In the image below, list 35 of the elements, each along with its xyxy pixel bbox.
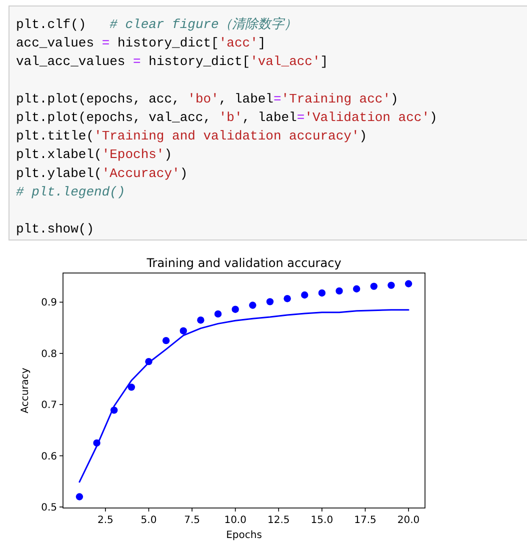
y-axis-title: Accuracy <box>20 368 31 414</box>
point <box>318 289 326 297</box>
point <box>404 280 412 288</box>
y-tick-label: 0.8 <box>41 348 57 360</box>
point <box>197 316 204 324</box>
x-tick-label: 12.5 <box>268 515 290 526</box>
code-cell: plt.clf() # clear figure（清除数字） acc_values = history_dict['acc'] val_acc_values = history_dict['val_acc'] plt.plot(epochs, acc, 'bo', label='Training acc') plt.plot(epochs, val_acc, 'b', label='Validation acc') plt.title('Training and validation accuracy') plt.xlabel('Epochs') plt.ylabel('Accuracy') # plt.legend() plt.show() <box>8 6 527 240</box>
point <box>249 302 256 309</box>
point <box>284 295 291 302</box>
y-tick-label: 0.6 <box>41 451 57 462</box>
point <box>370 282 378 290</box>
point <box>266 298 274 306</box>
y-tick-label: 0.7 <box>41 400 57 412</box>
x-tick-label: 10.0 <box>224 515 246 526</box>
x-tick-label: 2.5 <box>97 515 114 526</box>
x-tick-label: 17.5 <box>354 515 376 526</box>
point <box>162 336 170 344</box>
x-tick-label: 15.0 <box>310 515 334 526</box>
x-tick-label: 5.0 <box>140 515 157 526</box>
y-tick-label: 0.9 <box>41 298 57 309</box>
point <box>388 282 395 289</box>
y-tick-label: 0.5 <box>41 502 57 514</box>
x-axis-title: Epochs <box>226 530 262 541</box>
point <box>301 291 308 299</box>
x-tick-label: 20.0 <box>397 515 420 526</box>
point <box>232 306 239 313</box>
line-series <box>78 309 410 483</box>
point <box>214 310 222 318</box>
x-tick-label: 7.5 <box>184 515 200 526</box>
chart-title: Training and validation accuracy <box>146 256 342 270</box>
point <box>128 384 136 391</box>
point <box>76 493 84 500</box>
point <box>180 327 187 334</box>
point <box>352 285 360 292</box>
point <box>336 287 343 295</box>
